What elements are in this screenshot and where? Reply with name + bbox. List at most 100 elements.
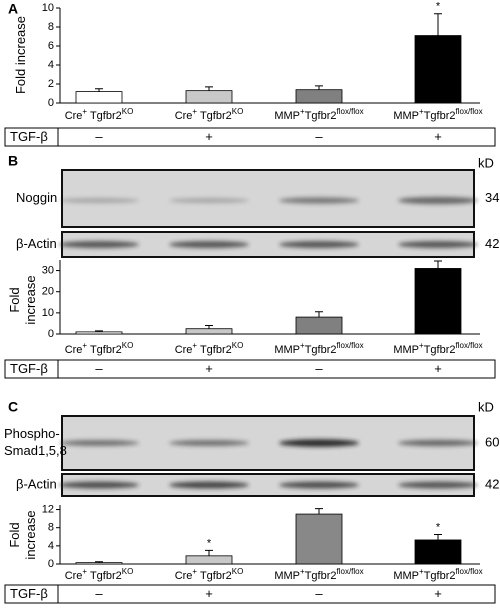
blot-band <box>169 481 249 489</box>
bar <box>75 562 123 565</box>
x-tick-label: MMP+Tgfbr2flox/flox <box>393 567 482 582</box>
blot-band <box>279 197 359 204</box>
error-bar <box>434 13 442 36</box>
error-bar <box>205 86 213 91</box>
y-tick-label: 8 <box>48 21 54 33</box>
y-axis-label: Foldincrease <box>7 275 38 324</box>
error-bar <box>434 534 442 540</box>
treatment-label: TGF-β <box>10 586 48 601</box>
bar <box>185 328 233 335</box>
y-axis-label-line: Fold <box>7 287 22 312</box>
x-tick-label-part: Tgfbr2 <box>197 344 232 356</box>
x-tick-label-superscript: KO <box>232 341 244 350</box>
x-tick-label-superscript: + <box>419 341 424 350</box>
x-tick-label-part: Tgfbr2 <box>305 344 337 356</box>
panel-letter: B <box>8 153 18 169</box>
blot-band <box>59 439 139 447</box>
treatment-sign: – <box>95 586 103 601</box>
panel-letter: A <box>8 1 18 17</box>
x-tick-label-superscript: KO <box>232 107 244 116</box>
x-tick-label-part: Tgfbr2 <box>87 344 122 356</box>
treatment-sign: + <box>205 361 213 376</box>
blot-band <box>59 197 139 204</box>
bar <box>414 35 462 104</box>
treatment-row <box>4 127 496 147</box>
x-tick-label: Cre+ Tgfbr2KO <box>175 341 244 356</box>
x-tick-label-superscript: KO <box>122 341 134 350</box>
blot-band <box>169 439 249 447</box>
unit-label: kD <box>478 155 494 170</box>
bar <box>414 268 462 335</box>
x-tick-label-superscript: flox/flox <box>337 107 364 116</box>
x-tick-label: Cre+ Tgfbr2KO <box>175 567 244 582</box>
error-bar <box>315 508 323 515</box>
error-bar <box>205 549 213 556</box>
error-bar <box>434 260 442 269</box>
x-tick-label-part: MMP <box>274 344 300 356</box>
bar <box>75 91 123 104</box>
treatment-row <box>4 359 496 379</box>
x-tick-label-superscript: + <box>300 567 305 576</box>
error-bar <box>205 325 213 329</box>
treatment-sign: – <box>95 361 103 376</box>
error-bar <box>315 85 323 90</box>
x-tick-label-part: Cre <box>65 570 83 582</box>
y-axis-label-line: Fold <box>7 522 22 547</box>
x-tick-label-superscript: KO <box>232 567 244 576</box>
blot-band <box>59 241 139 248</box>
error-bar <box>315 311 323 318</box>
x-tick-label: MMP+Tgfbr2flox/flox <box>274 341 363 356</box>
x-tick-label-superscript: + <box>300 341 305 350</box>
blot-band <box>398 241 478 248</box>
x-tick-label-superscript: + <box>192 107 197 116</box>
y-tick-label: 6 <box>48 40 54 52</box>
x-tick-label-superscript: + <box>419 567 424 576</box>
blot-size: 42 <box>485 236 499 251</box>
blot-band <box>169 241 249 248</box>
y-tick-label: 4 <box>48 59 54 71</box>
x-tick-label-part: Tgfbr2 <box>424 344 456 356</box>
x-tick-label: Cre+ Tgfbr2KO <box>65 567 134 582</box>
error-bar <box>95 561 103 563</box>
x-tick-label: MMP+Tgfbr2flox/flox <box>393 107 482 122</box>
x-tick-label-part: Tgfbr2 <box>87 570 122 582</box>
blot-band <box>59 481 139 489</box>
treatment-sign: + <box>434 586 442 601</box>
x-tick-label-superscript: flox/flox <box>456 567 483 576</box>
x-tick-label-part: Tgfbr2 <box>197 570 232 582</box>
treatment-sign: + <box>434 361 442 376</box>
x-tick-label-superscript: + <box>82 341 87 350</box>
x-tick-label-part: MMP <box>393 110 419 122</box>
blot-label: Noggin <box>16 190 57 205</box>
y-tick-label: 0 <box>48 328 54 340</box>
blot-band <box>398 196 478 205</box>
y-axis-label-line: increase <box>23 510 38 559</box>
bar <box>414 539 462 565</box>
x-tick-label-part: Tgfbr2 <box>305 110 337 122</box>
significance-mark: * <box>436 1 441 13</box>
bar <box>185 90 233 104</box>
x-tick-label-superscript: flox/flox <box>337 567 364 576</box>
x-tick-label-superscript: flox/flox <box>456 341 483 350</box>
y-tick-label: 2 <box>48 78 54 90</box>
y-axis-label: Fold increase <box>13 16 28 94</box>
x-tick-label-superscript: KO <box>122 567 134 576</box>
bar <box>295 316 343 335</box>
error-bar <box>95 330 103 332</box>
x-tick-label-part: MMP <box>274 570 300 582</box>
blot-size: 60 <box>485 434 499 449</box>
bar <box>75 331 123 335</box>
blot-label: Phospho- <box>4 426 60 441</box>
y-tick-label: 10 <box>42 307 54 319</box>
x-tick-label-superscript: + <box>419 107 424 116</box>
x-tick-label-part: Cre <box>65 344 83 356</box>
treatment-sign: + <box>434 129 442 144</box>
y-tick-label: 0 <box>48 558 54 570</box>
treatment-sign: + <box>205 129 213 144</box>
treatment-sign: – <box>95 129 103 144</box>
y-axis-label: Foldincrease <box>7 510 38 559</box>
blot-band <box>279 241 359 248</box>
significance-mark: * <box>436 521 441 533</box>
significance-mark: * <box>207 537 212 549</box>
blot-label: β-Actin <box>16 236 57 251</box>
